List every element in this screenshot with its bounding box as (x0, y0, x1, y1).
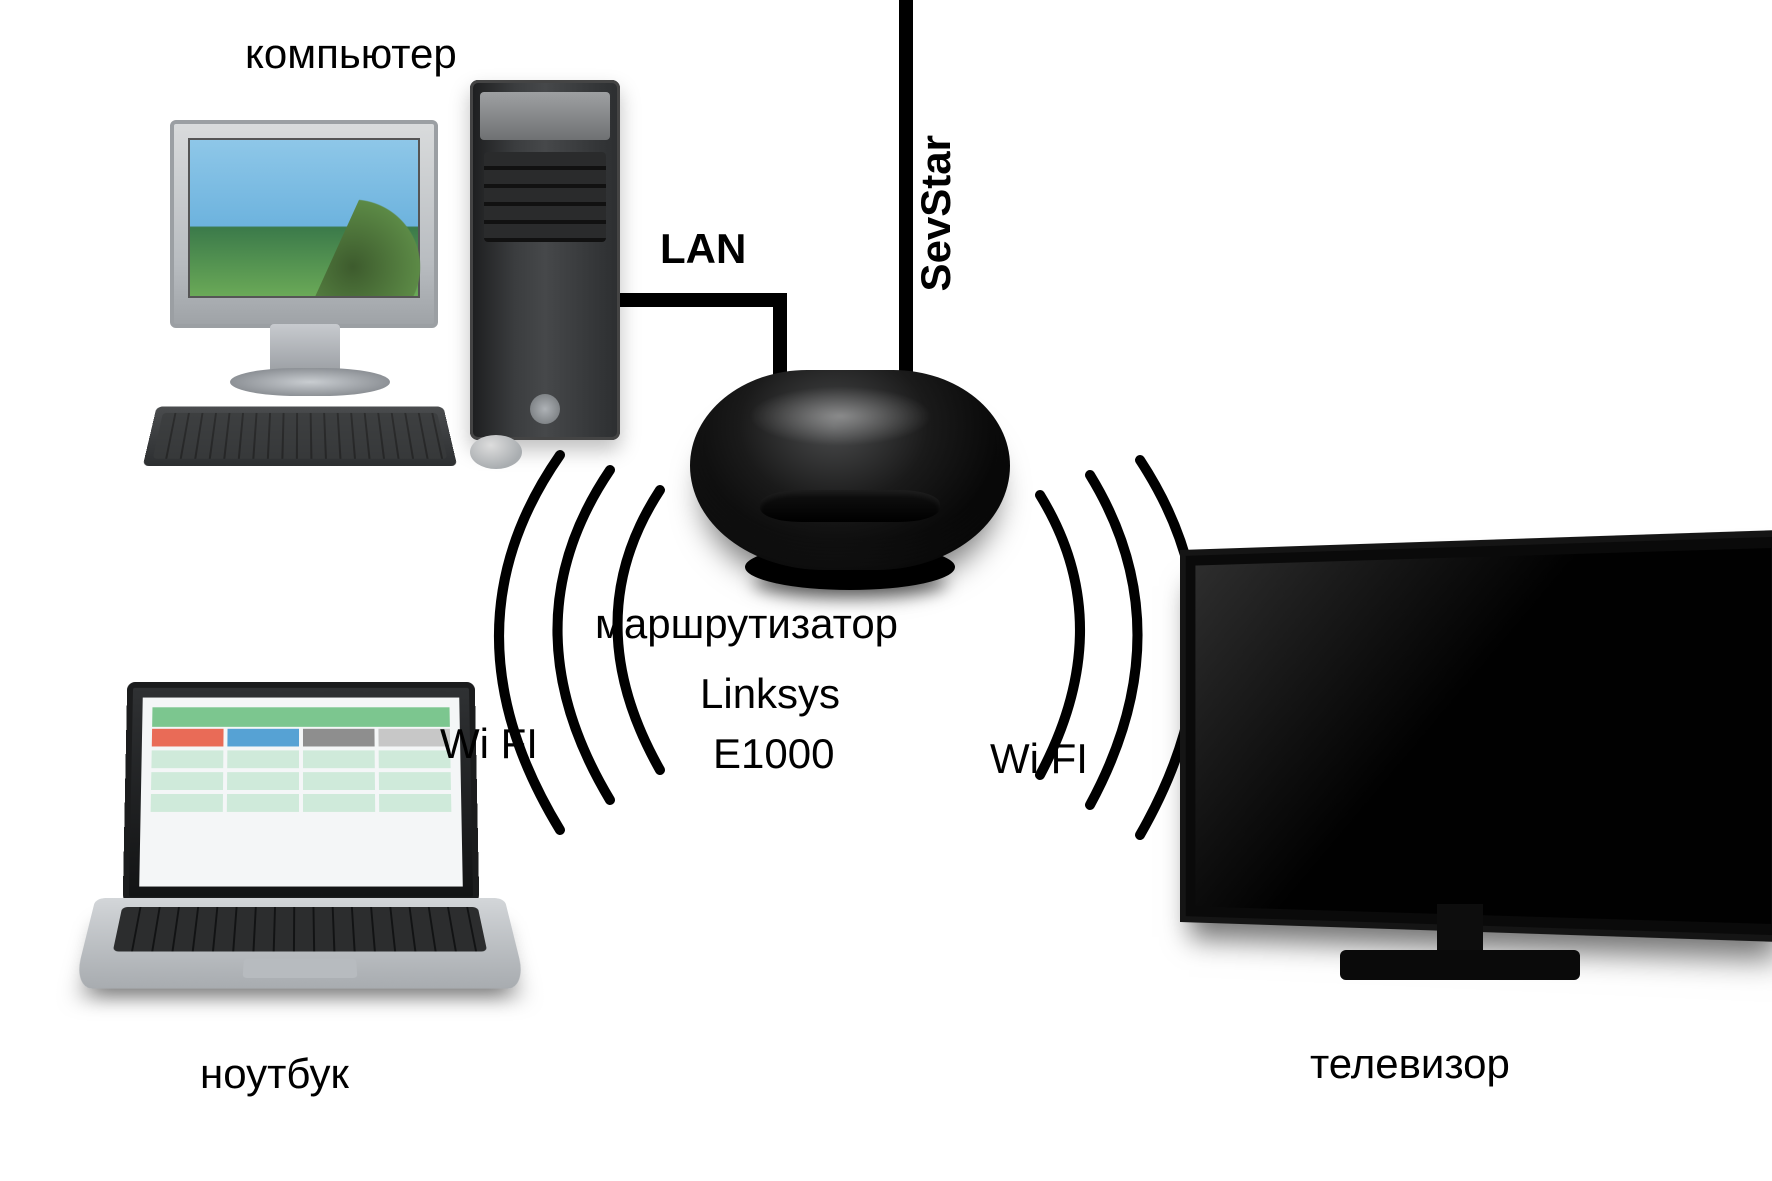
router-icon (690, 370, 1010, 570)
tv-label: телевизор (1310, 1040, 1510, 1088)
router-model2-label: E1000 (713, 730, 834, 778)
uplink-label: SevStar (912, 135, 960, 291)
desktop-computer-icon (170, 90, 620, 490)
laptop-label: ноутбук (200, 1050, 349, 1098)
tv-icon (1180, 550, 1740, 980)
network-diagram: { "type": "network-topology-diagram", "c… (0, 0, 1772, 1181)
router-model-label: Linksys (700, 670, 840, 718)
lan-link-label: LAN (660, 225, 746, 273)
wifi-right-label: Wi FI (990, 735, 1088, 783)
computer-label: компьютер (245, 30, 457, 78)
wifi-left-label: Wi FI (440, 720, 538, 768)
router-label: маршрутизатор (595, 600, 898, 648)
